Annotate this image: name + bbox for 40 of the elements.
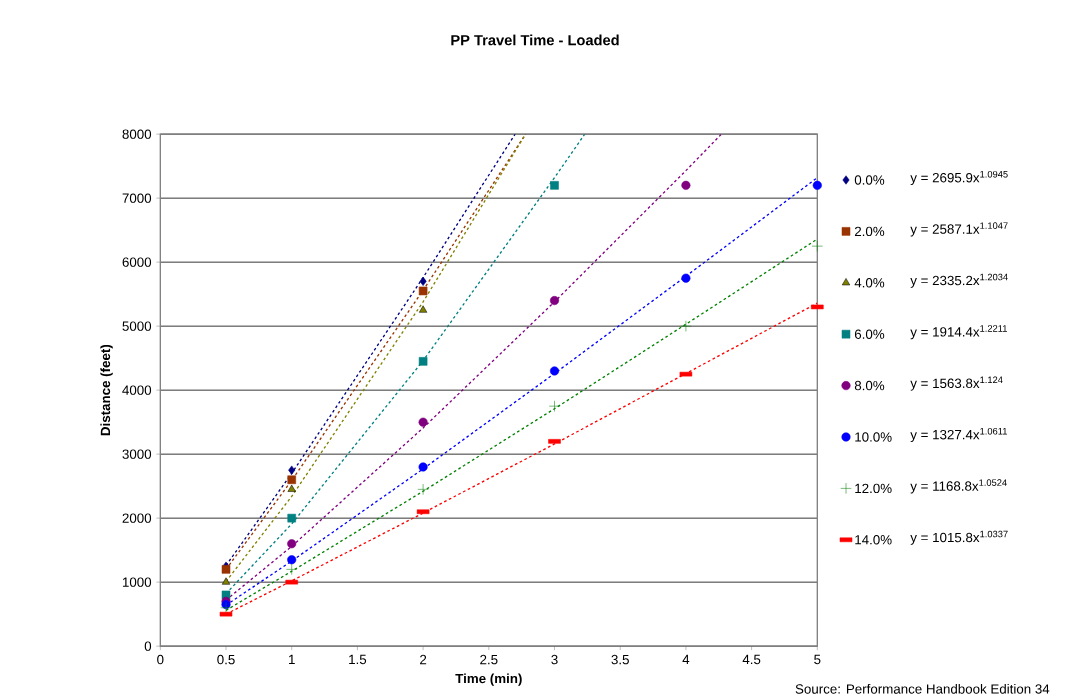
y-tick-label: 6000	[122, 257, 152, 267]
y-axis-title: Distance (feet)	[100, 344, 113, 436]
x-tick-label: 4	[682, 654, 690, 665]
x-tick-label: 2	[420, 654, 427, 665]
x-tick-label: 0.5	[217, 654, 235, 665]
x-tick-label: 4.5	[742, 654, 761, 665]
legend-label: 6.0%	[854, 329, 885, 339]
y-tick-label: 8000	[122, 129, 152, 139]
legend-label: 4.0%	[854, 278, 885, 288]
text: y = 2335.2x$^{1.2034}$	[910, 273, 1008, 288]
x-tick-label: 0	[157, 654, 164, 665]
legend-label: 14.0%	[855, 535, 892, 545]
y-tick-label: 5000	[122, 321, 152, 331]
y-tick-label: 1000	[122, 577, 152, 587]
x-tick-label: 3	[551, 654, 558, 665]
legend-label: 0.0%	[854, 175, 885, 185]
legend-label: 2.0%	[854, 226, 885, 237]
x-tick-label: 1	[289, 654, 295, 665]
text: y = 2695.9x$^{1.0945}$	[910, 170, 1008, 186]
y-tick-label: 2000	[122, 513, 152, 523]
y-tick-label: 0	[144, 641, 152, 651]
source-note: Source: Performance Handbook Edition 34	[795, 683, 1050, 694]
text: y = 1015.8x$^{1.0337}$	[910, 530, 1008, 545]
text: y = 2587.1x$^{1.1047}$	[910, 222, 1008, 237]
y-tick-label: 4000	[122, 385, 152, 395]
text: y = 1563.8x$^{1.124}$	[910, 376, 1003, 391]
legend-label: 10.0%	[855, 432, 892, 442]
x-tick-label: 5	[814, 654, 821, 665]
x-tick-label: 3.5	[611, 654, 629, 665]
x-tick-label: 2.5	[480, 654, 498, 665]
text: y = 1168.8x$^{1.0524}$	[910, 479, 1007, 494]
text: y = 1327.4x$^{1.0611}$	[910, 427, 1007, 443]
legend-label: 12.0%	[855, 483, 892, 494]
text: y = 1914.4x$^{1.2211}$	[910, 325, 1007, 340]
y-tick-label: 7000	[122, 193, 152, 203]
chart-title: PP Travel Time - Loaded	[451, 34, 619, 46]
legend-label: 8.0%	[854, 380, 885, 391]
x-axis-title: Time (min)	[455, 673, 522, 686]
x-tick-label: 1.5	[349, 654, 367, 665]
y-tick-label: 3000	[122, 449, 152, 459]
